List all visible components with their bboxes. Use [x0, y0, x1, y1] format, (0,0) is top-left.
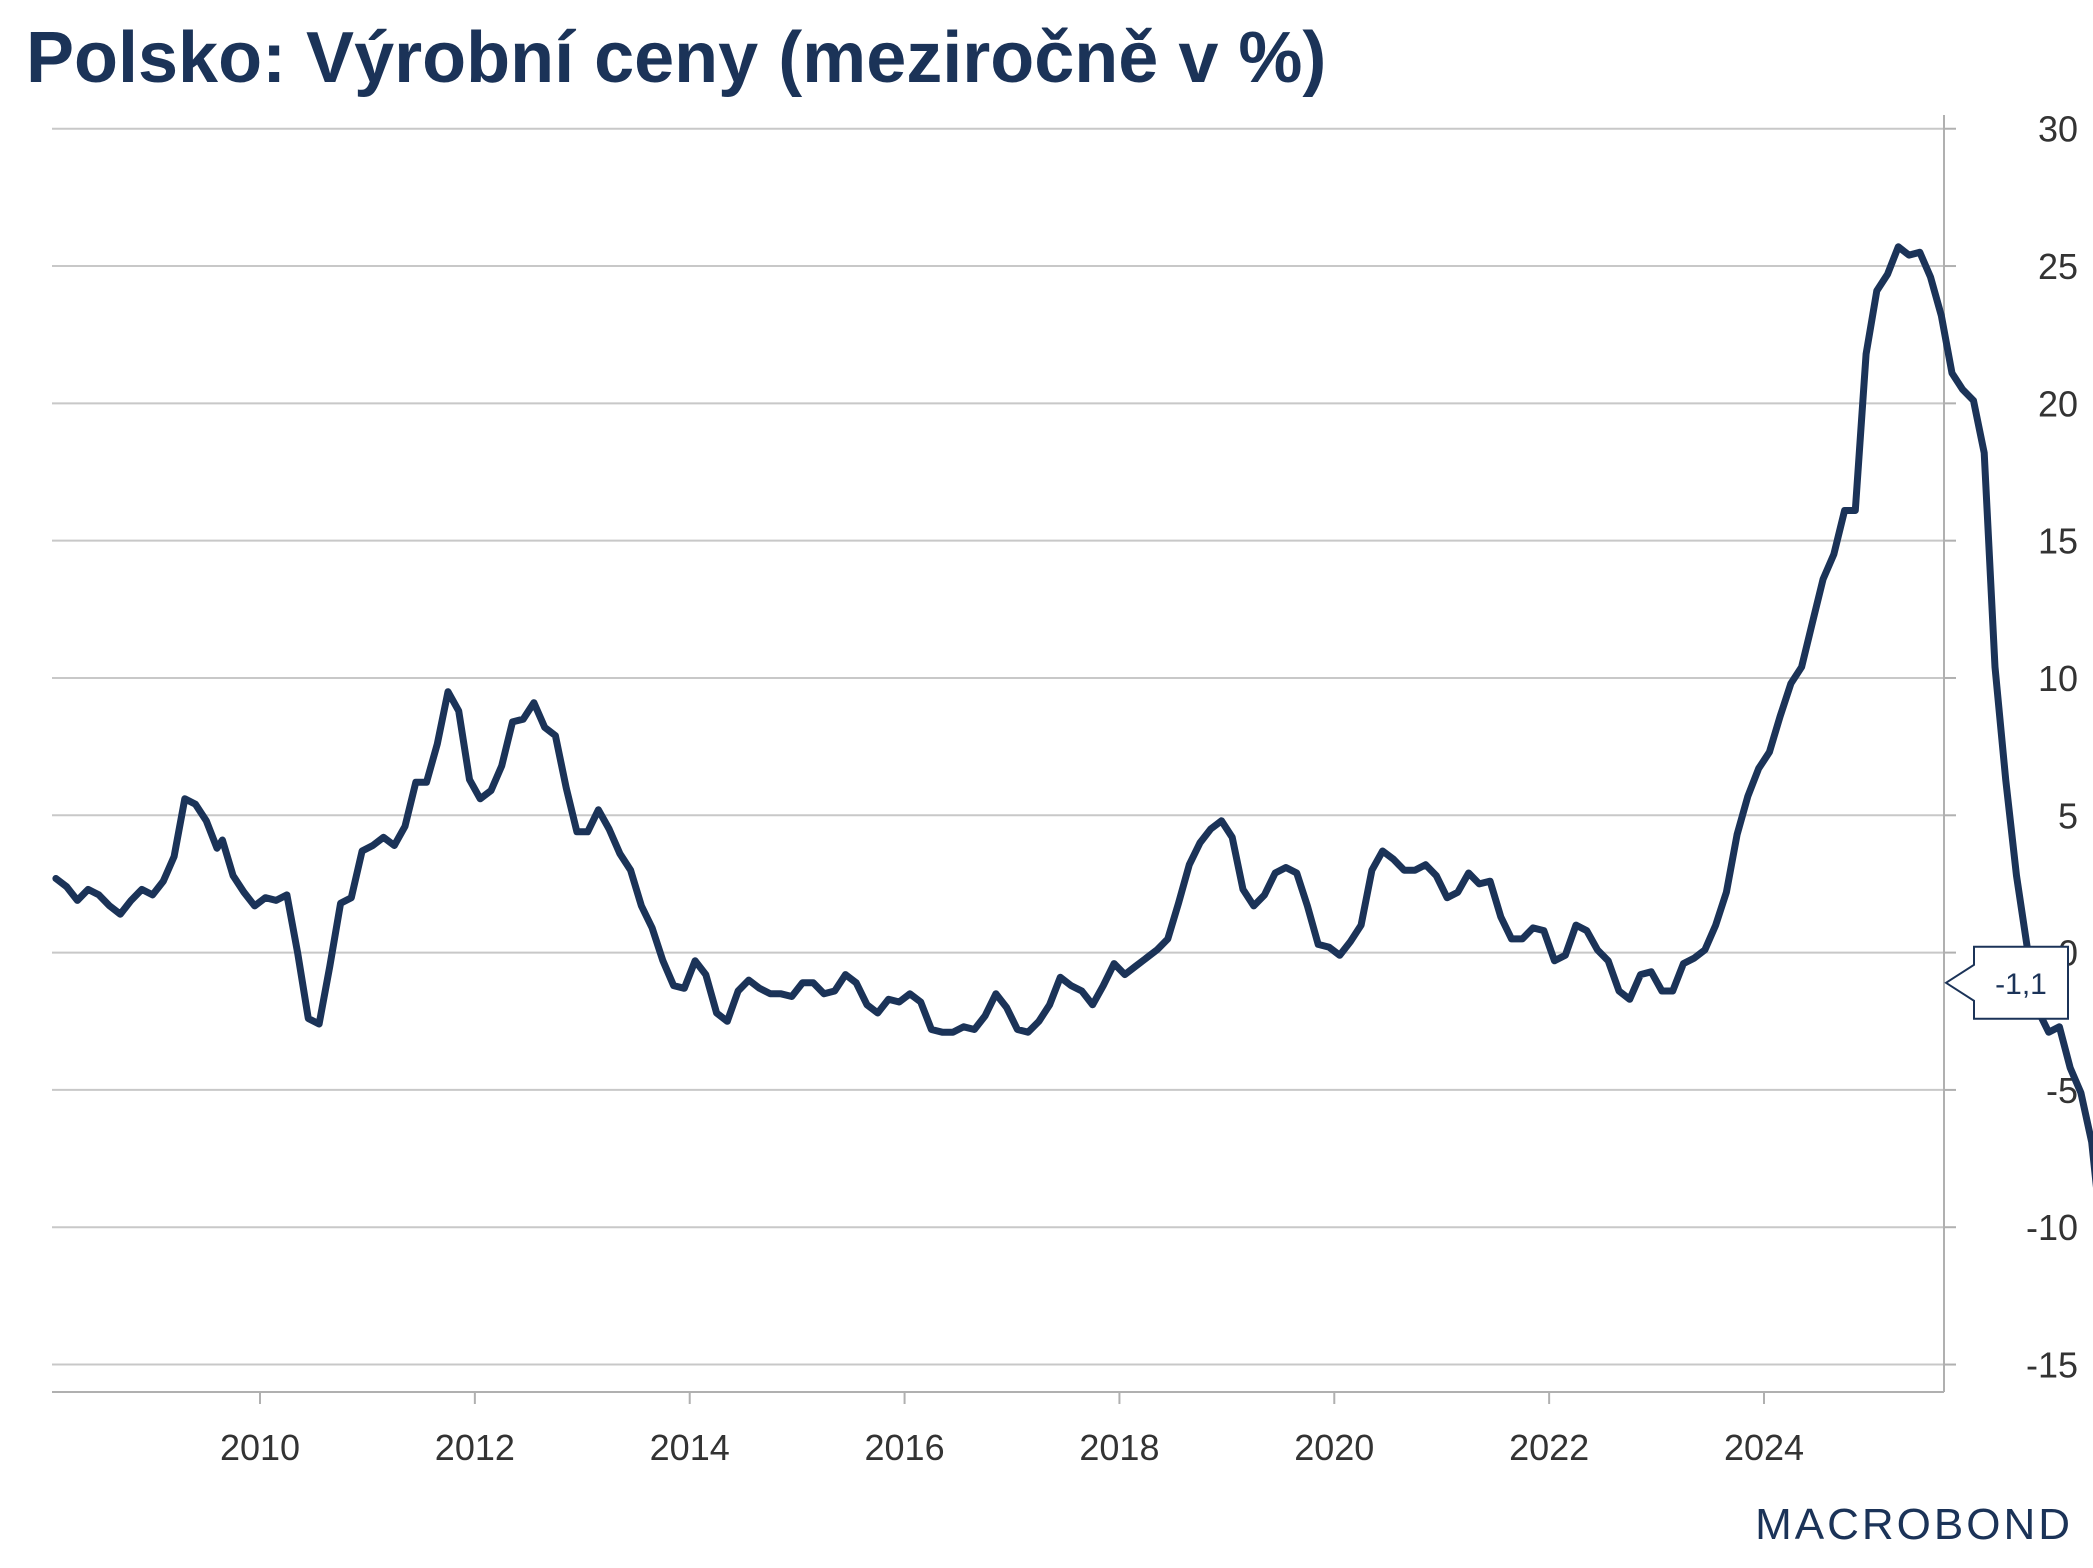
last-value-label: -1,1: [1995, 968, 2047, 1001]
y-tick-label: -15: [2026, 1345, 2078, 1386]
y-tick-label: 20: [2038, 383, 2078, 424]
x-tick-label: 2016: [865, 1427, 945, 1468]
last-value-box: [1944, 945, 2069, 1020]
y-tick-label: 5: [2058, 795, 2078, 836]
y-tick-label: 10: [2038, 658, 2078, 699]
y-tick-label: 25: [2038, 246, 2078, 287]
macrobond-logo: MACROBOND: [1755, 1500, 2073, 1549]
x-tick-label: 2018: [1079, 1427, 1159, 1468]
axes: 302520151050-5-10-1520102012201420162018…: [52, 109, 2078, 1468]
gridlines: [52, 127, 1944, 1366]
y-tick-label: -10: [2026, 1207, 2078, 1248]
x-tick-label: 2014: [650, 1427, 730, 1468]
y-tick-label: 15: [2038, 521, 2078, 562]
x-tick-label: 2020: [1294, 1427, 1374, 1468]
series-layer: [52, 243, 2093, 1188]
x-tick-label: 2012: [435, 1427, 515, 1468]
x-tick-label: 2022: [1509, 1427, 1589, 1468]
y-tick-label: 30: [2038, 109, 2078, 150]
chart-title: Polsko: Výrobní ceny (meziročně v %): [26, 18, 1327, 98]
series-line: [52, 243, 2093, 1188]
x-tick-label: 2024: [1724, 1427, 1804, 1468]
last-value-callout: -1,1: [1944, 945, 2069, 1020]
x-tick-label: 2010: [220, 1427, 300, 1468]
